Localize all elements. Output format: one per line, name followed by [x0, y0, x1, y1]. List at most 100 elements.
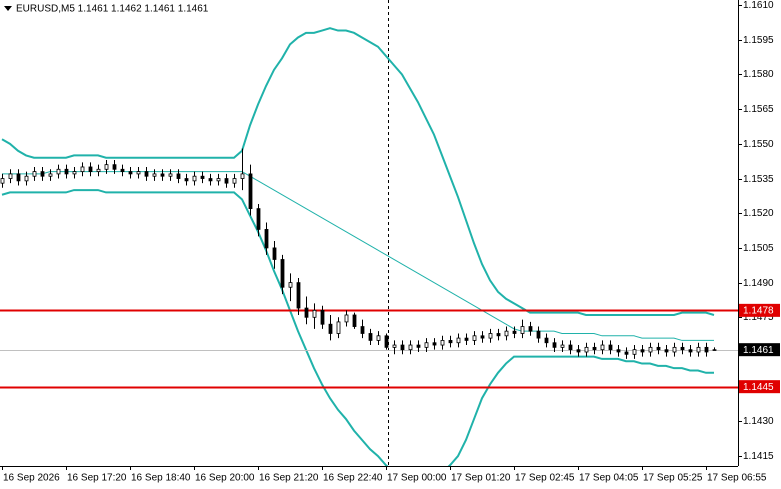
- x-tick-label: 17 Sep 06:55: [707, 473, 767, 484]
- candle-body: [440, 340, 445, 346]
- x-tick-label: 16 Sep 17:20: [67, 473, 127, 484]
- y-tick-label: 1.1430: [743, 416, 774, 427]
- candle-body: [520, 326, 525, 334]
- band-lower: [1, 189, 714, 466]
- candle-body: [536, 330, 541, 339]
- candle-body: [568, 344, 573, 351]
- x-tick-label: 16 Sep 22:40: [323, 473, 383, 484]
- x-tick-label: 16 Sep 2026: [3, 473, 60, 484]
- candle-body: [0, 178, 5, 184]
- bid-label: 1.1461: [743, 345, 774, 356]
- candle-body: [312, 309, 317, 318]
- candle-body: [384, 335, 389, 348]
- candle-body: [416, 344, 421, 348]
- candle-body: [296, 282, 301, 309]
- y-tick-label: 1.1415: [743, 451, 774, 462]
- candle-body: [136, 171, 141, 175]
- candle-body: [88, 166, 93, 172]
- candle-body: [24, 175, 29, 182]
- y-tick-label: 1.1520: [743, 208, 774, 219]
- candle-body: [192, 175, 197, 182]
- band-upper: [1, 27, 715, 316]
- y-tick-label: 1.1475: [743, 312, 774, 323]
- candle-body: [432, 342, 437, 346]
- candle-body: [576, 349, 581, 353]
- candle-body: [336, 321, 341, 334]
- y-tick-label: 1.1550: [743, 139, 774, 150]
- x-tick-label: 17 Sep 00:00: [387, 473, 447, 484]
- candle-body: [48, 173, 53, 177]
- candle-body: [152, 173, 157, 177]
- y-tick-label: 1.1595: [743, 35, 774, 46]
- menu-triangle: [4, 6, 12, 11]
- candle-body: [216, 178, 221, 182]
- candle-body: [600, 344, 605, 351]
- candle-body: [224, 178, 229, 184]
- candle-body: [608, 344, 613, 351]
- candle-body: [344, 314, 349, 323]
- candle-body: [40, 171, 45, 177]
- candle-body: [560, 344, 565, 348]
- y-tick-label: 1.1505: [743, 243, 774, 254]
- candle-body: [512, 330, 517, 334]
- x-tick-label: 17 Sep 01:20: [451, 473, 511, 484]
- candle-body: [448, 340, 453, 344]
- candle-body: [56, 168, 61, 175]
- candle-body: [200, 175, 205, 179]
- candle-body: [424, 342, 429, 348]
- y-tick-label: 1.1490: [743, 278, 774, 289]
- candle-body: [80, 166, 85, 172]
- candle-body: [280, 259, 285, 288]
- candle-body: [320, 309, 325, 325]
- candle-body: [392, 344, 397, 348]
- candle-body: [360, 326, 365, 334]
- level-label: 1.1445: [743, 382, 774, 393]
- candle-body: [640, 349, 645, 353]
- candle-body: [528, 326, 533, 332]
- candle-body: [288, 282, 293, 288]
- candle-body: [128, 171, 133, 175]
- candle-body: [496, 333, 501, 337]
- candle-body: [184, 178, 189, 182]
- x-tick-label: 16 Sep 21:20: [259, 473, 319, 484]
- candle-body: [328, 323, 333, 334]
- candle-body: [680, 346, 685, 351]
- level-label: 1.1478: [743, 305, 774, 316]
- candle-body: [16, 173, 21, 182]
- candle-body: [672, 346, 677, 353]
- y-tick-label: 1.1610: [743, 0, 774, 11]
- candle-body: [400, 344, 405, 351]
- candle-body: [624, 351, 629, 355]
- candle-body: [592, 346, 597, 351]
- candle-body: [240, 173, 245, 179]
- candle-body: [616, 349, 621, 353]
- x-tick-label: 16 Sep 20:00: [195, 473, 255, 484]
- candle-body: [632, 349, 637, 355]
- bid-label-box: [739, 343, 780, 357]
- x-tick-label: 17 Sep 05:25: [643, 473, 703, 484]
- candle-body: [112, 164, 117, 170]
- candle-body: [272, 247, 277, 260]
- chart-header: EURUSD,M5 1.1461 1.1462 1.1461 1.1461: [16, 4, 209, 15]
- x-tick-label: 16 Sep 18:40: [131, 473, 191, 484]
- candle-body: [488, 333, 493, 339]
- candle-body: [408, 344, 413, 351]
- plot-area: [0, 27, 738, 466]
- candle-body: [704, 346, 709, 353]
- x-tick-label: 17 Sep 04:05: [579, 473, 639, 484]
- candle-body: [584, 346, 589, 353]
- candle-body: [656, 346, 661, 351]
- x-tick-label: 17 Sep 02:45: [515, 473, 575, 484]
- candle-body: [368, 333, 373, 341]
- candle-body: [352, 314, 357, 327]
- candle-body: [712, 349, 717, 351]
- candle-body: [232, 178, 237, 184]
- y-tick-label: 1.1580: [743, 69, 774, 80]
- candle-body: [248, 173, 253, 210]
- candle-body: [256, 208, 261, 230]
- candle-body: [176, 173, 181, 179]
- candle-body: [96, 168, 101, 172]
- candle-body: [8, 173, 13, 179]
